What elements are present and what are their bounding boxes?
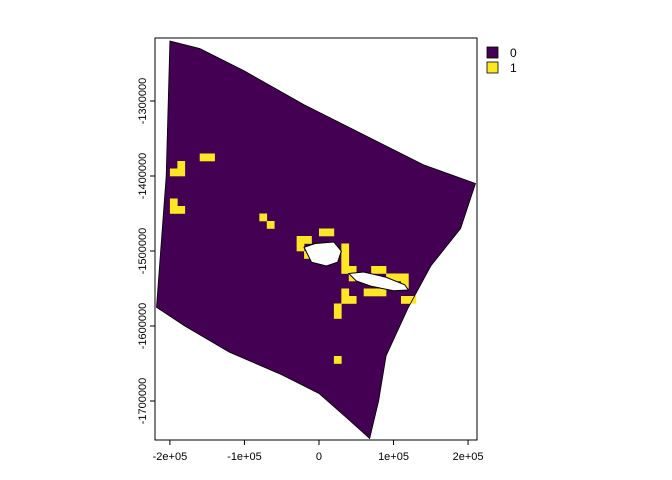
raster-cell-value-1 bbox=[207, 153, 215, 162]
raster-cell-value-1 bbox=[348, 266, 357, 274]
raster-cell-value-1 bbox=[259, 213, 268, 222]
raster-cell-value-1 bbox=[177, 168, 186, 177]
raster-cell-value-1 bbox=[341, 258, 350, 267]
raster-cell-value-1 bbox=[371, 288, 379, 297]
raster-cells bbox=[156, 41, 476, 439]
raster-cell-value-1 bbox=[199, 153, 208, 162]
island-outline bbox=[303, 241, 342, 267]
raster-cell-value-1 bbox=[378, 266, 387, 274]
raster-cell-value-1 bbox=[177, 161, 186, 169]
legend-swatch bbox=[486, 46, 499, 59]
island-outline bbox=[347, 271, 410, 292]
x-tick-label: -1e+05 bbox=[227, 451, 262, 463]
raster-cell-value-1 bbox=[378, 288, 387, 297]
raster-cell-value-1 bbox=[296, 236, 305, 244]
raster-cell-value-1 bbox=[341, 251, 350, 259]
raster-cell-value-1 bbox=[177, 206, 186, 214]
y-tick-label: -1700000 bbox=[137, 378, 149, 425]
raster-cell-value-1 bbox=[393, 273, 402, 282]
raster-cell-value-1 bbox=[326, 228, 335, 237]
raster-cell-value-1 bbox=[333, 356, 342, 364]
x-tick-label: -2e+05 bbox=[153, 451, 188, 463]
raster-cell-value-1 bbox=[341, 243, 350, 252]
raster-cell-value-1 bbox=[371, 266, 379, 274]
x-tick-label: 0 bbox=[316, 451, 322, 463]
raster-cell-value-1 bbox=[333, 303, 342, 312]
raster-cell-value-1 bbox=[363, 288, 372, 297]
raster-cell-value-1 bbox=[400, 296, 409, 304]
plot-frame bbox=[154, 37, 478, 441]
raster-cell-value-1 bbox=[400, 273, 409, 282]
raster-cell-value-1 bbox=[169, 206, 178, 214]
boundary-outline bbox=[156, 40, 477, 440]
raster-cell-value-1 bbox=[348, 296, 357, 304]
y-tick-label: -1600000 bbox=[137, 303, 149, 350]
y-tick-label: -1400000 bbox=[137, 153, 149, 200]
raster-cell-value-1 bbox=[341, 266, 350, 274]
raster-class-0-area bbox=[156, 41, 476, 439]
x-tick-label: 1e+05 bbox=[378, 451, 409, 463]
y-axis: -1300000 -1400000 -1500000 -1600000 -1700000 bbox=[137, 78, 155, 425]
raster-cell-value-1 bbox=[169, 198, 178, 207]
island-overlays bbox=[303, 241, 410, 292]
raster-cell-value-1 bbox=[169, 168, 178, 177]
raster-cell-value-1 bbox=[318, 228, 327, 237]
x-axis: -2e+05 -1e+05 0 1e+05 2e+05 bbox=[153, 440, 484, 463]
y-tick-label: -1500000 bbox=[137, 228, 149, 275]
raster-cell-value-1 bbox=[304, 236, 312, 244]
legend-label: 0 bbox=[510, 46, 517, 60]
legend-label: 1 bbox=[510, 61, 517, 75]
legend-swatch bbox=[486, 61, 499, 74]
legend: 01 bbox=[486, 46, 517, 75]
x-tick-label: 2e+05 bbox=[453, 451, 484, 463]
raster-cell-value-1 bbox=[341, 288, 350, 297]
y-tick-label: -1300000 bbox=[137, 78, 149, 125]
raster-cell-value-1 bbox=[341, 296, 350, 304]
raster-cell-value-1 bbox=[386, 273, 394, 282]
raster-cell-value-1 bbox=[333, 311, 342, 319]
boundary-polygon bbox=[156, 40, 477, 440]
raster-cell-value-1 bbox=[266, 221, 275, 229]
raster-cell-value-1 bbox=[296, 243, 305, 252]
